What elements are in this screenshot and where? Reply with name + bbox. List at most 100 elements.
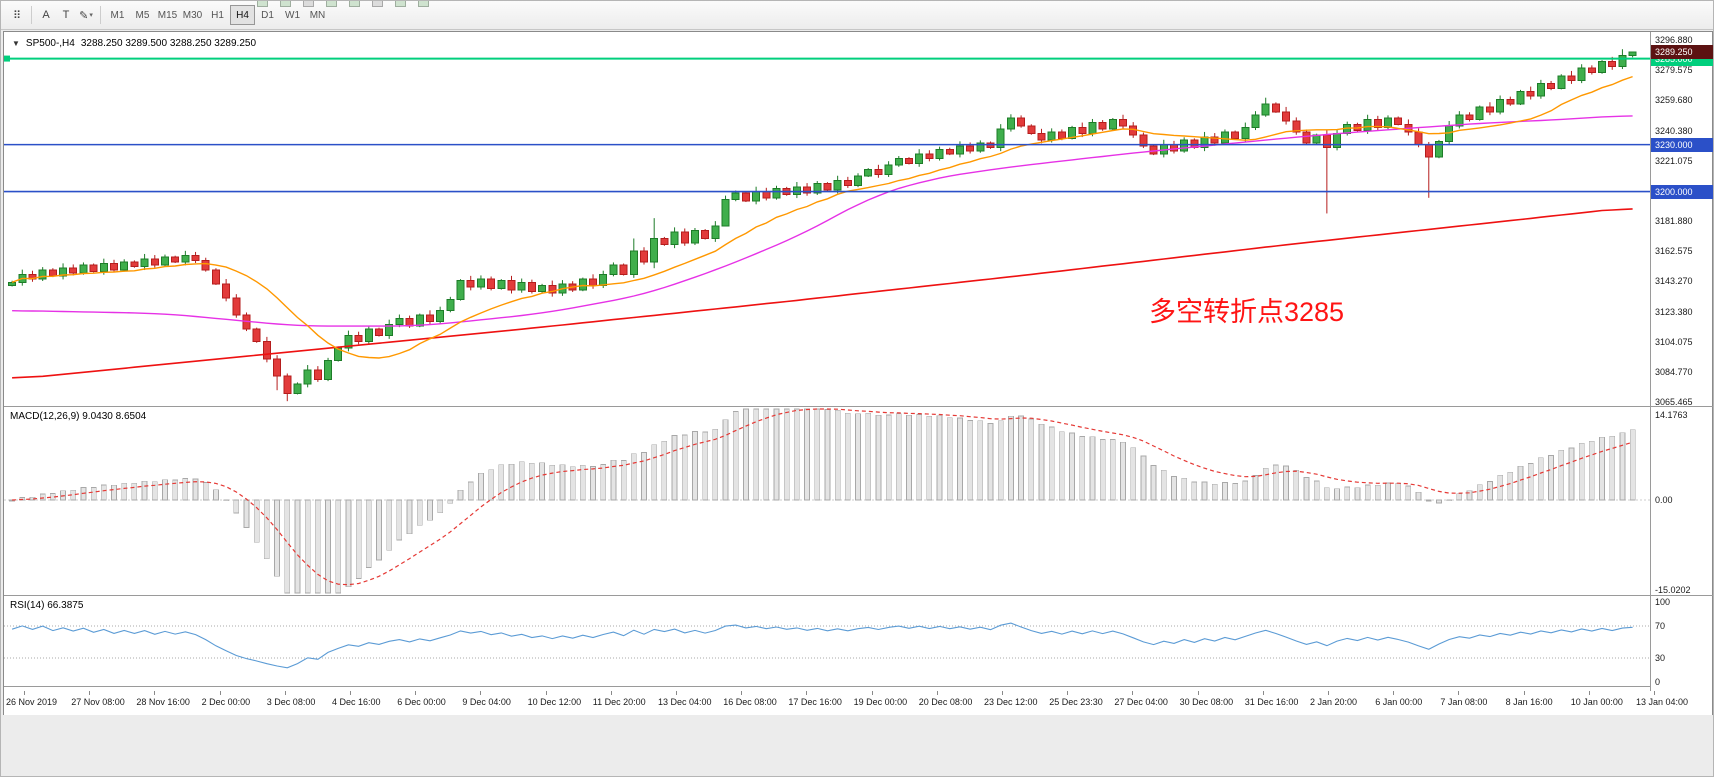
time-axis-tick	[1262, 691, 1264, 695]
rsi-label: RSI(14) 66.3875	[10, 600, 84, 611]
candle	[1251, 111, 1260, 131]
macd-histogram-bar	[539, 462, 545, 501]
macd-histogram-bar	[1059, 431, 1065, 501]
macd-histogram-bar	[1252, 475, 1259, 501]
macd-histogram-bar	[1140, 455, 1147, 501]
macd-histogram-bar	[1079, 436, 1086, 501]
candle	[1027, 124, 1036, 135]
macd-histogram-bar	[1201, 481, 1208, 501]
price-axis[interactable]: 3296.880 3279.575 3259.680 3240.380 3221.075…	[1650, 32, 1713, 691]
time-axis-label: 27 Dec 04:00	[1114, 697, 1168, 707]
macd-histogram-bar	[478, 472, 484, 501]
candle	[456, 279, 465, 301]
timeframe-button-m15[interactable]: M15	[157, 9, 178, 21]
toolbar-icon-8[interactable]	[418, 1, 429, 7]
symbol-collapse-arrow[interactable]: ▼	[12, 39, 20, 48]
text-tool-button[interactable]: T	[62, 9, 70, 21]
candle	[527, 279, 536, 294]
macd-histogram-bar	[1324, 487, 1330, 501]
macd-histogram-bar	[1629, 429, 1636, 501]
toolbar-icon-6[interactable]	[372, 1, 383, 7]
rsi-axis-label: 100	[1655, 597, 1671, 607]
time-axis-tick	[350, 691, 351, 695]
macd-histogram-bar	[987, 423, 994, 501]
timeframe-button-mn[interactable]: MN	[309, 9, 326, 21]
macd-histogram-bar	[865, 412, 872, 501]
candle	[222, 278, 231, 302]
candle	[803, 183, 812, 196]
price-axis-label: 3162.575	[1655, 246, 1693, 257]
macd-histogram-bar	[1242, 480, 1249, 501]
rsi-line	[11, 622, 1633, 669]
toolbar-separator	[100, 6, 101, 24]
macd-histogram-bar	[1038, 424, 1045, 501]
macd-canvas[interactable]	[4, 407, 1650, 595]
macd-histogram-bar	[1548, 455, 1554, 501]
time-axis-label: 13 Dec 04:00	[658, 697, 712, 707]
candle	[1006, 114, 1015, 132]
macd-histogram-bar	[1018, 415, 1024, 501]
toolbar-icon-4[interactable]	[326, 1, 337, 7]
macd-histogram-bar	[1507, 471, 1514, 501]
macd-histogram-bar	[437, 499, 444, 514]
macd-histogram-bar	[325, 499, 331, 594]
macd-histogram-bar	[1568, 447, 1575, 501]
ohlc-values: 3288.250 3289.500 3288.250 3289.250	[80, 38, 257, 49]
price-axis-label: 3296.880	[1655, 35, 1693, 45]
macd-histogram-bar	[875, 414, 882, 501]
candle	[1506, 96, 1515, 106]
macd-histogram-bar	[223, 499, 229, 502]
candle	[1292, 117, 1301, 135]
time-axis-tick	[545, 691, 547, 695]
time-axis-tick	[415, 691, 417, 695]
macd-histogram-bar	[1415, 491, 1422, 501]
macd-panel[interactable]: MACD(12,26,9) 9.0430 8.6504	[4, 407, 1650, 596]
macd-histogram-bar	[1466, 490, 1473, 501]
draw-tools-button[interactable]: ✎ ▾	[76, 5, 96, 25]
macd-histogram-bar	[141, 480, 148, 501]
macd-histogram-bar	[253, 499, 260, 543]
time-axis-tick	[1002, 691, 1003, 695]
toolbar-icon-5[interactable]	[349, 1, 360, 7]
toolbar-icon-1[interactable]	[257, 1, 268, 7]
text-label-button[interactable]: A	[42, 9, 50, 21]
timeframe-button-m1[interactable]: M1	[110, 9, 125, 21]
time-axis-label: 3 Dec 08:00	[266, 697, 316, 707]
macd-histogram-bar	[121, 482, 128, 501]
macd-histogram-bar	[508, 463, 515, 501]
main-price-panel[interactable]: ▼ SP500-,H4 3288.250 3289.500 3288.250 3…	[4, 32, 1650, 407]
toolbar-icon-3[interactable]	[303, 1, 314, 7]
candle	[843, 176, 852, 188]
timeframe-button-m5[interactable]: M5	[135, 9, 150, 21]
price-axis-label: 3279.575	[1655, 65, 1693, 76]
macd-histogram-bar	[1354, 487, 1361, 501]
menu-grid-icon[interactable]: ⠿	[12, 9, 22, 22]
candle	[1271, 102, 1280, 113]
time-axis-label: 17 Dec 16:00	[788, 697, 842, 707]
rsi-canvas[interactable]	[4, 596, 1650, 686]
toolbar-icon-2[interactable]	[280, 1, 291, 7]
timeframe-button-group: M1 M5 M15 M30 H1 H4 D1 W1 MN	[105, 5, 330, 25]
timeframe-button-w1[interactable]: W1	[285, 9, 300, 21]
macd-histogram-bar	[753, 408, 759, 501]
macd-signal-line	[12, 408, 1633, 586]
macd-histogram-bar	[957, 417, 963, 501]
macd-histogram-bar	[111, 485, 117, 501]
timeframe-button-d1[interactable]: D1	[261, 9, 274, 21]
price-axis-label: 3104.075	[1655, 336, 1693, 347]
price-chart-canvas[interactable]	[4, 32, 1650, 406]
toolbar-icon-7[interactable]	[395, 1, 406, 7]
time-axis[interactable]: 26 Nov 2019 27 Nov 08:00 28 Nov 16:00 2 Dec…	[4, 691, 1712, 715]
rsi-panel[interactable]: RSI(14) 66.3875	[4, 596, 1650, 687]
candle	[1373, 115, 1382, 131]
candle	[89, 263, 98, 273]
timeframe-button-m30[interactable]: M30	[182, 9, 203, 21]
macd-histogram-bar	[1283, 465, 1289, 501]
macd-histogram-bar	[661, 441, 668, 501]
timeframe-button-h4[interactable]: H4	[230, 5, 255, 25]
candle	[1119, 114, 1128, 130]
macd-histogram-bar	[712, 428, 719, 501]
macd-histogram-bar	[274, 499, 280, 577]
timeframe-button-h1[interactable]: H1	[211, 9, 224, 21]
macd-histogram-bar	[1293, 470, 1300, 501]
